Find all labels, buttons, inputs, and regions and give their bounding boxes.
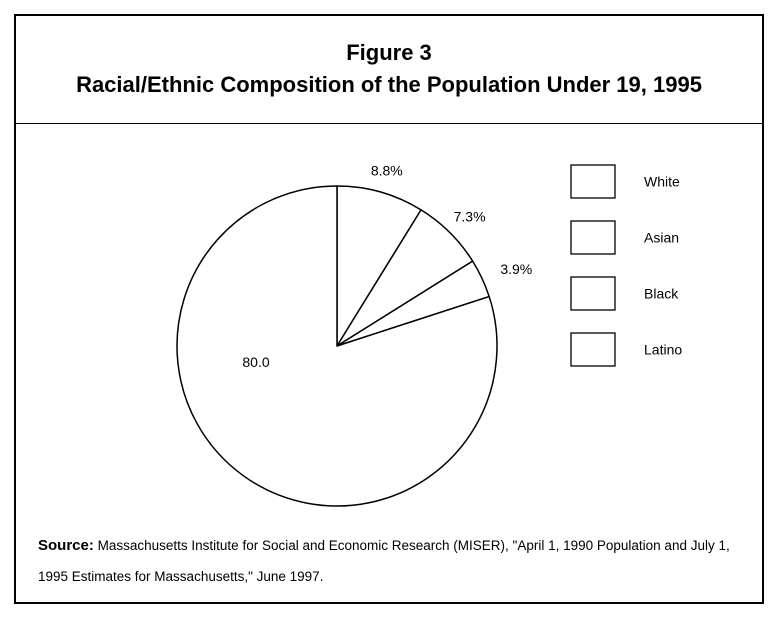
legend-swatch-latino xyxy=(570,332,616,367)
figure-frame: Figure 3 Racial/Ethnic Composition of th… xyxy=(14,14,764,604)
figure-number: Figure 3 xyxy=(346,40,432,65)
source-note: Source: Massachusetts Institute for Soci… xyxy=(38,530,750,592)
pie-slice-labels: 8.8% 7.3% 3.9% 80.0 xyxy=(242,163,532,371)
pie-slices xyxy=(176,185,498,507)
slice-label-white: 80.0 xyxy=(242,354,269,370)
legend-label-latino: Latino xyxy=(644,342,682,358)
source-label: Source: xyxy=(38,537,94,554)
legend-label-asian: Asian xyxy=(644,230,679,246)
slice-label-latino: 3.9% xyxy=(500,261,532,277)
pie-slice-asian xyxy=(336,185,422,347)
figure-title: Racial/Ethnic Composition of the Populat… xyxy=(76,72,702,97)
legend-swatch-white xyxy=(570,164,616,199)
chart-legend: White Asian Black Latino xyxy=(570,164,682,367)
slice-label-asian: 8.8% xyxy=(371,163,403,179)
legend-label-white: White xyxy=(644,174,680,190)
figure-header: Figure 3 Racial/Ethnic Composition of th… xyxy=(16,16,762,124)
legend-swatch-black xyxy=(570,276,616,311)
pie-slice-white xyxy=(176,185,498,507)
legend-swatch-asian xyxy=(570,220,616,255)
slice-label-black: 7.3% xyxy=(454,209,486,225)
source-text: Massachusetts Institute for Social and E… xyxy=(38,538,730,584)
legend-label-black: Black xyxy=(644,286,679,302)
